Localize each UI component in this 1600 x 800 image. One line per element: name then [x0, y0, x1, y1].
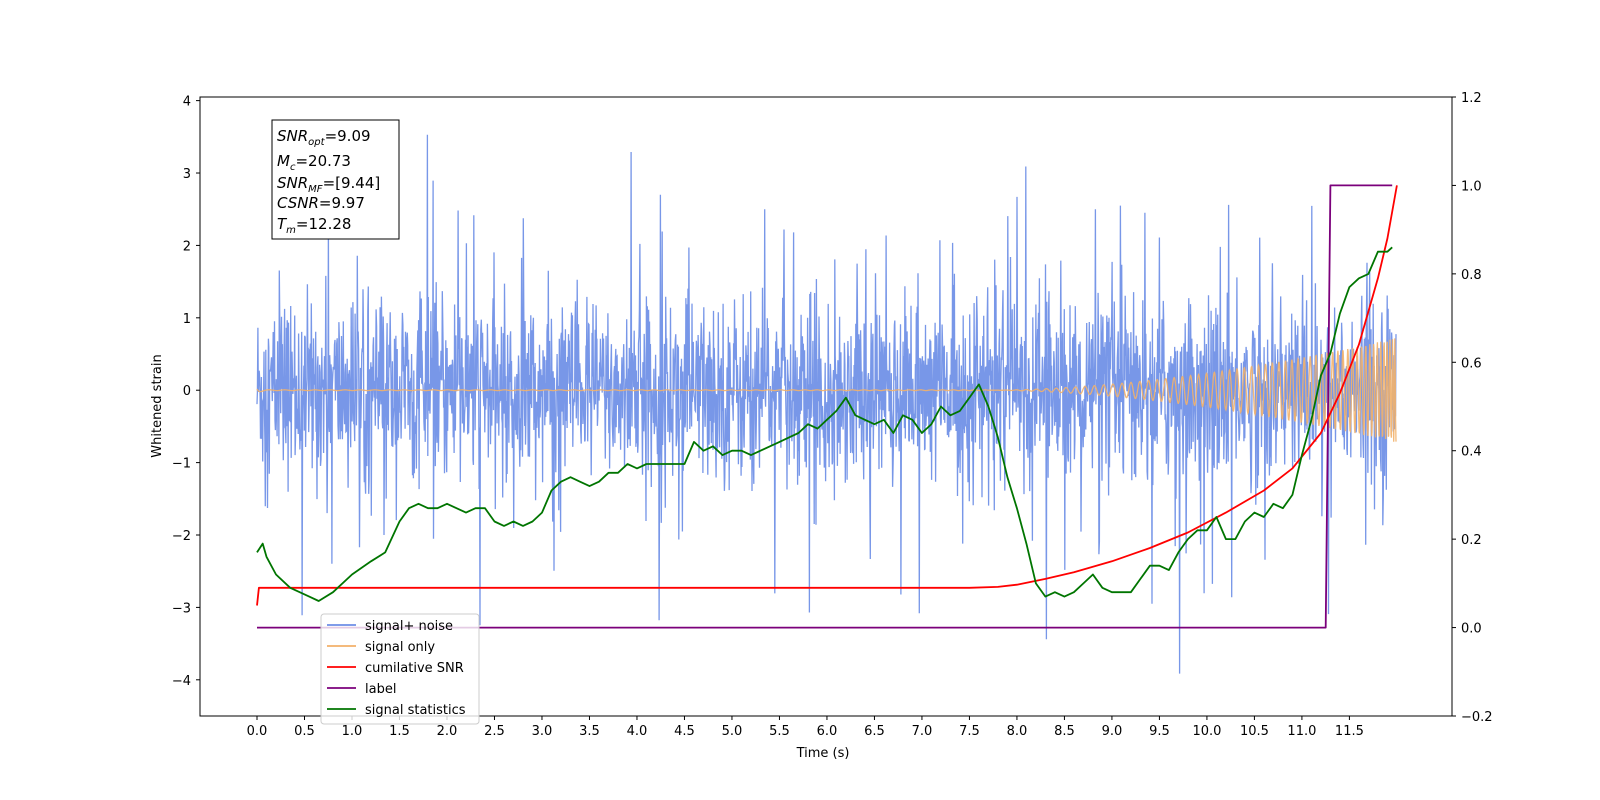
- x-tick-label: 0.0: [247, 724, 268, 739]
- y-tick-label: 0: [183, 384, 191, 399]
- series-signal-statistics: [256, 246, 1393, 602]
- plot-area: [256, 134, 1398, 674]
- series-layer: [256, 134, 1398, 674]
- x-tick-label: 8.0: [1007, 724, 1028, 739]
- x-axis: 0.0 0.5 1.0 1.5 2.0 2.5 3.0 3.5 4.0 4.5 5.0 5.5 6.0 6…: [247, 716, 1364, 739]
- x-tick-label: 3.0: [532, 724, 553, 739]
- y2-tick-label: 1.0: [1461, 179, 1482, 194]
- x-tick-label: 3.5: [579, 724, 600, 739]
- y2-tick-label: 0.6: [1461, 356, 1482, 371]
- y2-tick-label: 0.4: [1461, 445, 1482, 460]
- y-axis-right: −0.2 0.0 0.2 0.4 0.6 0.8 1.0 1.2: [1452, 91, 1493, 725]
- legend-label-cumilative-snr: cumilative SNR: [365, 661, 464, 676]
- x-tick-label: 10.0: [1192, 724, 1221, 739]
- y2-tick-label: 0.8: [1461, 268, 1482, 283]
- y-tick-label: 3: [183, 167, 191, 182]
- x-tick-label: 8.5: [1054, 724, 1075, 739]
- y-axis-left: −4 −3 −2 −1 0 1 2 3 4: [172, 95, 200, 689]
- legend-label-signal-only: signal only: [365, 640, 435, 655]
- annotation-csnr: CSNR=9.97: [277, 194, 365, 212]
- y2-tick-label: 0.2: [1461, 533, 1482, 548]
- series-cumilative-snr: [256, 185, 1398, 606]
- y2-tick-label: 0.0: [1461, 622, 1482, 637]
- legend-item-signal-noise: signal+ noise: [327, 619, 453, 634]
- annotation-chirp-mass: Mc=20.73: [277, 152, 351, 173]
- legend-item-signal-only: signal only: [327, 640, 435, 655]
- series-signal-noise: [256, 134, 1397, 674]
- annotation-snr-opt: SNRopt=9.09: [277, 127, 371, 148]
- x-tick-label: 11.5: [1335, 724, 1364, 739]
- y-tick-label: −4: [172, 674, 191, 689]
- y-tick-label: −1: [172, 457, 191, 472]
- annotation-box: SNRopt=9.09 Mc=20.73 SNRMF=[9.44] CSNR=9…: [271, 119, 400, 240]
- legend-item-label: label: [327, 682, 396, 697]
- y-axis-label: Whitened strain: [150, 354, 165, 457]
- y2-tick-label: 1.2: [1461, 91, 1482, 106]
- y-tick-label: 4: [183, 95, 191, 110]
- x-axis-label: Time (s): [796, 746, 850, 761]
- legend-item-cumilative-snr: cumilative SNR: [327, 661, 464, 676]
- y-tick-label: 2: [183, 239, 191, 254]
- x-tick-label: 0.5: [294, 724, 315, 739]
- annotation-tm: Tm=12.28: [277, 215, 351, 236]
- x-tick-label: 11.0: [1287, 724, 1316, 739]
- x-tick-label: 2.0: [437, 724, 458, 739]
- y-tick-label: 1: [183, 312, 191, 327]
- x-tick-label: 9.5: [1149, 724, 1170, 739]
- x-tick-label: 5.5: [769, 724, 790, 739]
- y2-tick-label: −0.2: [1461, 710, 1493, 725]
- x-tick-label: 7.5: [959, 724, 980, 739]
- x-tick-label: 4.5: [674, 724, 695, 739]
- plot-frame: [199, 96, 1453, 717]
- x-tick-label: 9.0: [1102, 724, 1123, 739]
- y-tick-label: −2: [172, 529, 191, 544]
- y-tick-label: −3: [172, 601, 191, 616]
- x-tick-label: 4.0: [627, 724, 648, 739]
- series-label: [257, 184, 1393, 629]
- x-tick-label: 1.5: [389, 724, 410, 739]
- x-tick-label: 2.5: [484, 724, 505, 739]
- annotation-snr-mf: SNRMF=[9.44]: [277, 174, 380, 195]
- x-tick-label: 7.0: [912, 724, 933, 739]
- x-tick-label: 1.0: [342, 724, 363, 739]
- x-tick-label: 5.0: [722, 724, 743, 739]
- legend-label-signal-noise: signal+ noise: [365, 619, 453, 634]
- x-tick-label: 6.0: [817, 724, 838, 739]
- legend-label-label: label: [365, 682, 396, 697]
- legend-item-signal-statistics: signal statistics: [327, 703, 466, 718]
- x-tick-label: 10.5: [1240, 724, 1269, 739]
- series-signal-only: [256, 338, 1397, 442]
- x-tick-label: 6.5: [864, 724, 885, 739]
- legend: signal+ noise signal only cumilative SNR…: [320, 613, 480, 725]
- legend-label-signal-statistics: signal statistics: [365, 703, 466, 718]
